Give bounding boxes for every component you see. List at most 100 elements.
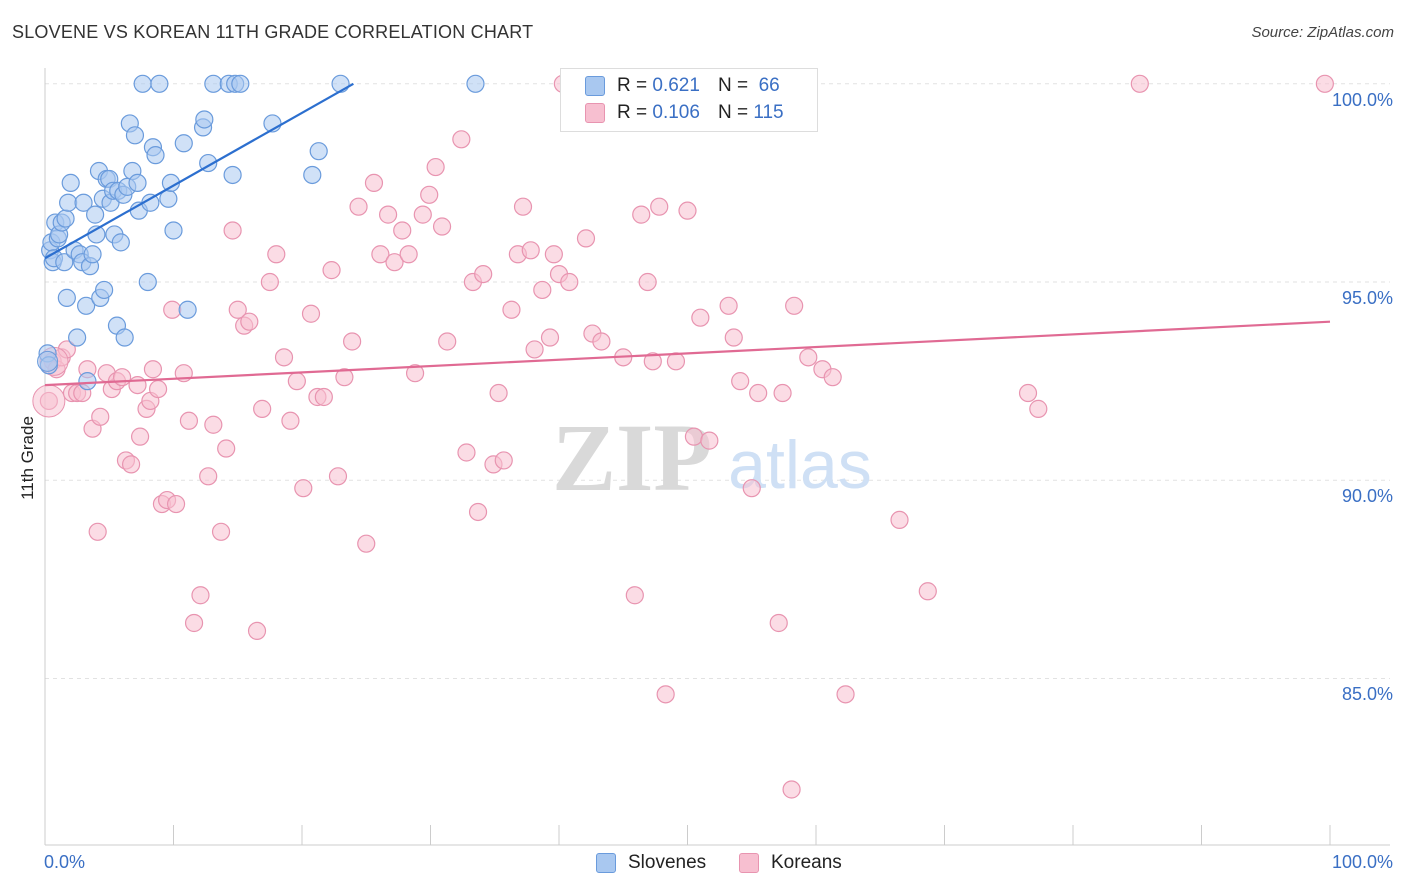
- korean-point: [301, 304, 321, 323]
- korean-point: [643, 352, 662, 371]
- slovenes-swatch: [596, 853, 616, 873]
- x-tick-label-min: 0.0%: [44, 852, 86, 872]
- koreans-label: Koreans: [771, 852, 842, 873]
- korean-point: [314, 387, 333, 407]
- korean-point: [625, 586, 644, 605]
- korean-point: [684, 427, 704, 446]
- korean-point: [349, 197, 368, 216]
- korean-point: [420, 185, 439, 204]
- korean-point: [184, 613, 204, 633]
- slovene-point: [115, 328, 134, 347]
- korean-point: [357, 534, 376, 553]
- x-tick-label-max: 100.0%: [1331, 852, 1393, 872]
- korean-point: [632, 205, 651, 224]
- slovene-point: [57, 288, 76, 307]
- korean-point: [700, 431, 719, 450]
- watermark-zip: ZIP: [552, 404, 712, 511]
- korean-point: [88, 522, 107, 541]
- korean-point: [521, 241, 540, 260]
- slovene-point: [78, 372, 97, 391]
- korean-point: [322, 261, 341, 280]
- korean-point: [666, 352, 686, 371]
- korean-point: [199, 467, 218, 486]
- y-tick-label: 100.0%: [1331, 89, 1393, 110]
- korean-point: [525, 340, 544, 359]
- korean-point: [217, 439, 236, 458]
- korean-point: [253, 399, 272, 418]
- slovene-point: [95, 280, 114, 300]
- korean-point-cluster: [32, 384, 66, 418]
- korean-point: [274, 348, 294, 367]
- watermark: ZIP atlas: [552, 404, 872, 511]
- bottom-legend-slovenes: Slovenes: [596, 852, 706, 874]
- source-label: Source: ZipAtlas.com: [1251, 24, 1394, 41]
- slovene-point: [331, 74, 350, 93]
- legend-n-value: 66: [758, 75, 780, 96]
- korean-point: [474, 264, 493, 284]
- korean-point: [240, 312, 259, 331]
- korean-point: [513, 197, 533, 216]
- legend-r-value: 0.106: [652, 102, 700, 123]
- korean-point: [371, 245, 390, 264]
- slovene-point: [231, 74, 250, 93]
- slovenes-points: [37, 74, 485, 391]
- slovene-point: [86, 205, 105, 224]
- korean-point: [378, 205, 398, 224]
- y-tick-label: 90.0%: [1341, 486, 1393, 507]
- korean-point: [592, 332, 611, 351]
- korean-point: [260, 272, 279, 292]
- korean-point: [576, 229, 596, 248]
- korean-point: [773, 383, 792, 403]
- korean-point: [724, 328, 743, 347]
- korean-point: [281, 411, 300, 430]
- slovene-point: [77, 296, 96, 315]
- slovene-point: [146, 146, 165, 165]
- korean-point: [328, 467, 348, 486]
- korean-point: [742, 479, 761, 498]
- slovene-point: [83, 245, 102, 264]
- slovene-point: [128, 173, 147, 193]
- korean-point: [785, 296, 804, 315]
- slovene-point: [68, 328, 87, 347]
- korean-point: [468, 502, 488, 522]
- korean-point: [502, 300, 521, 319]
- korean-point: [267, 245, 286, 264]
- slovenes-label: Slovenes: [628, 852, 707, 873]
- slovene-point: [164, 221, 183, 240]
- slovene-point: [56, 209, 75, 228]
- legend-n-label: N =: [717, 75, 749, 96]
- korean-point: [438, 332, 457, 351]
- korean-point: [393, 221, 412, 240]
- korean-point: [678, 201, 697, 220]
- korean-point: [731, 372, 750, 391]
- korean-point: [287, 372, 306, 391]
- korean-point: [533, 280, 552, 300]
- korean-point: [130, 427, 150, 446]
- korean-point: [544, 245, 563, 264]
- korean-point: [204, 415, 223, 434]
- korean-point: [413, 205, 432, 224]
- korean-point: [749, 383, 768, 403]
- korean-point: [823, 368, 842, 387]
- korean-point: [432, 217, 452, 236]
- y-tick-label: 95.0%: [1341, 288, 1393, 309]
- slovene-point-cluster: [37, 350, 59, 372]
- korean-point: [426, 157, 445, 177]
- korean-point: [91, 407, 110, 426]
- slovene-point: [125, 126, 145, 145]
- slovenes-trend-line: [44, 82, 354, 260]
- legend-row-slovenes: R = 0.621 N = 66: [585, 73, 780, 99]
- korean-point: [918, 582, 937, 601]
- grid-lines: [44, 68, 1390, 845]
- trend-lines: [44, 82, 1331, 387]
- slovene-point: [150, 74, 169, 93]
- chart-title: SLOVENE VS KOREAN 11TH GRADE CORRELATION…: [12, 22, 534, 42]
- korean-point: [494, 451, 513, 470]
- korean-point: [1029, 399, 1048, 418]
- korean-point: [385, 253, 404, 272]
- korean-point: [166, 494, 186, 514]
- korean-point: [1130, 74, 1149, 93]
- slovene-point: [178, 300, 197, 319]
- slovene-point: [223, 165, 242, 185]
